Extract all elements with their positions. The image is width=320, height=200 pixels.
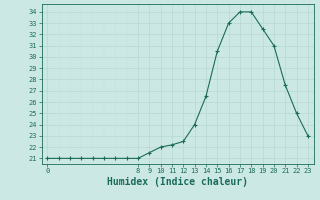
X-axis label: Humidex (Indice chaleur): Humidex (Indice chaleur) (107, 177, 248, 187)
